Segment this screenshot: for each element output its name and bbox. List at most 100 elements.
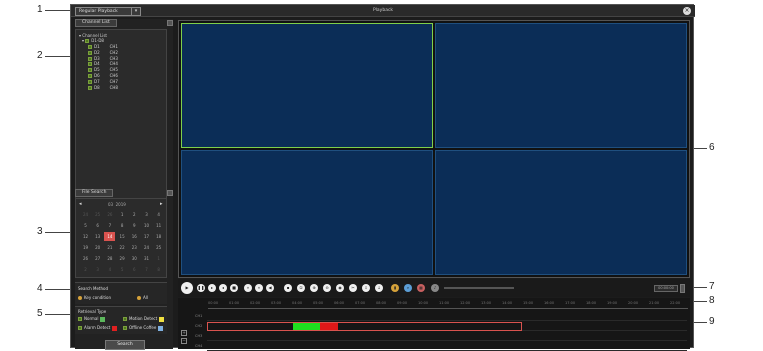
alarm-record-segment[interactable]	[320, 323, 338, 330]
channel-checkbox[interactable]	[88, 50, 92, 55]
calendar-day[interactable]: 17	[143, 234, 150, 239]
zoom-in-icon[interactable]: ⊕	[310, 284, 318, 292]
frame-icon[interactable]: ▪	[284, 284, 292, 292]
calendar-day[interactable]: 3	[145, 212, 148, 217]
channel-item[interactable]: D6 CH6	[88, 73, 118, 78]
tree-root[interactable]: ▾ Channel List	[79, 33, 107, 38]
fast-forward-icon[interactable]: »	[244, 284, 252, 292]
tab-channel-list[interactable]: Channel List	[75, 19, 117, 27]
record-type-checkbox[interactable]	[123, 326, 127, 330]
calendar-day[interactable]: 7	[108, 223, 112, 228]
time-stepper[interactable]	[680, 284, 685, 293]
collapse-channel-list-button[interactable]	[167, 20, 173, 26]
channel-checkbox[interactable]	[88, 79, 92, 84]
record-type-checkbox[interactable]	[123, 317, 127, 321]
calendar-day[interactable]: 29	[119, 256, 125, 261]
snapshot-icon[interactable]: ◉	[336, 284, 344, 292]
record-type-option[interactable]: Motion Detect	[123, 316, 165, 322]
record-type-option[interactable]: Offline Coffee	[123, 325, 164, 331]
video-window-4[interactable]	[435, 150, 687, 275]
channel-item[interactable]: D2 CH2	[88, 50, 118, 55]
next-month-icon[interactable]: ▸	[160, 201, 163, 207]
record-type-checkbox[interactable]	[78, 326, 82, 330]
calendar-day[interactable]: 13	[95, 234, 101, 239]
step-forward-icon[interactable]: ▸	[208, 284, 216, 292]
normal-record-segment[interactable]	[293, 323, 320, 330]
calendar-day[interactable]: 25	[95, 212, 101, 217]
search-button[interactable]: Search	[105, 340, 145, 350]
calendar-day[interactable]: 2	[133, 212, 136, 217]
channel-item[interactable]: D8 CH8	[88, 85, 118, 90]
calendar-day[interactable]: 21	[107, 245, 113, 250]
timeline[interactable]: 00:00 01:00 02:00 03:00 04:00 05:00 06:00 07:00…	[178, 298, 690, 351]
calendar-day[interactable]: 1	[120, 212, 124, 217]
calendar-day[interactable]: 23	[131, 245, 137, 250]
search-icon[interactable]: ⌕	[404, 284, 412, 292]
calendar-day[interactable]: 26	[107, 212, 113, 217]
calendar-day[interactable]: 18	[156, 234, 162, 239]
channel-checkbox[interactable]	[88, 74, 92, 78]
radio-key-condition[interactable]: Key condition	[78, 295, 111, 300]
tab-file-search[interactable]: File Search	[75, 189, 114, 197]
pause-icon[interactable]: ❚❚	[197, 284, 205, 292]
time-display[interactable]: 00:00:00	[654, 285, 678, 292]
download-icon[interactable]: ↓	[375, 284, 383, 292]
collapse-file-search-button[interactable]	[167, 190, 173, 196]
calendar-day[interactable]: 26	[82, 256, 89, 261]
record-type-option[interactable]: Alarm Detect	[78, 325, 118, 331]
video-window-1[interactable]	[181, 23, 433, 148]
radio-all[interactable]: All	[137, 295, 148, 300]
calendar-day[interactable]: 24	[143, 245, 150, 250]
channel-checkbox[interactable]	[88, 45, 92, 49]
channel-checkbox[interactable]	[88, 62, 92, 67]
calendar-day[interactable]: 25	[156, 245, 162, 250]
sync-icon[interactable]: ①	[297, 284, 305, 292]
calendar-day[interactable]: 3	[96, 267, 99, 272]
calendar-day[interactable]: 5	[120, 267, 124, 272]
calendar-day[interactable]: 10	[143, 223, 150, 228]
close-icon[interactable]: ×	[683, 7, 691, 15]
calendar-day[interactable]: 19	[82, 245, 89, 250]
channel-item[interactable]: D3 CH3	[88, 56, 118, 61]
calendar-day[interactable]: 7	[145, 267, 148, 272]
slow-icon[interactable]: «	[255, 284, 263, 292]
calendar-day[interactable]: 4	[157, 212, 160, 217]
calendar-day[interactable]: 1	[157, 256, 160, 261]
channel-checkbox[interactable]	[88, 85, 92, 90]
calendar-day[interactable]: 27	[95, 256, 101, 261]
zoom-in-timeline-icon[interactable]: +	[181, 330, 187, 336]
calendar-day[interactable]: 6	[96, 223, 99, 228]
prev-month-icon[interactable]: ◂	[79, 201, 82, 207]
rewind-icon[interactable]: ◀	[266, 284, 274, 292]
video-window-3[interactable]	[181, 150, 433, 275]
playback-mode-select[interactable]: Regular Playback ▾	[75, 7, 141, 16]
channel-item[interactable]: D5 CH5	[88, 67, 118, 73]
tree-group[interactable]: ▾ D1-D8	[82, 38, 104, 43]
clip-icon[interactable]: ✂	[349, 284, 357, 292]
calendar-day[interactable]: 14	[104, 232, 116, 241]
calendar-day[interactable]: 5	[84, 223, 87, 228]
step-back-icon[interactable]: ◂	[219, 284, 227, 292]
stop-icon[interactable]: ■	[230, 284, 238, 292]
calendar-day[interactable]: 9	[133, 223, 136, 228]
backup-icon[interactable]: ⇩	[362, 284, 370, 292]
group-checkbox[interactable]	[85, 39, 90, 43]
calendar-day[interactable]: 4	[108, 267, 112, 272]
channel-checkbox[interactable]	[88, 56, 92, 61]
video-window-2[interactable]	[435, 23, 687, 148]
zoom-out-timeline-icon[interactable]: −	[181, 338, 187, 344]
channel-item[interactable]: D7 CH7	[88, 79, 118, 84]
calendar-day[interactable]: 6	[133, 267, 136, 272]
play-icon[interactable]: ▶	[181, 282, 193, 294]
calendar-day[interactable]: 15	[119, 234, 125, 239]
volume-icon[interactable]: ♪	[431, 284, 439, 292]
zoom-out-icon[interactable]: ⊖	[323, 284, 331, 292]
channel-checkbox[interactable]	[88, 68, 92, 73]
calendar-day[interactable]: 12	[82, 234, 89, 239]
volume-slider[interactable]	[444, 287, 514, 289]
channel-item[interactable]: D4 CH4	[88, 61, 118, 67]
calendar-day[interactable]: 16	[131, 234, 137, 239]
calendar-day[interactable]: 8	[157, 267, 160, 272]
lock-icon[interactable]: ▮	[391, 284, 399, 292]
calendar-day[interactable]: 22	[119, 245, 125, 250]
